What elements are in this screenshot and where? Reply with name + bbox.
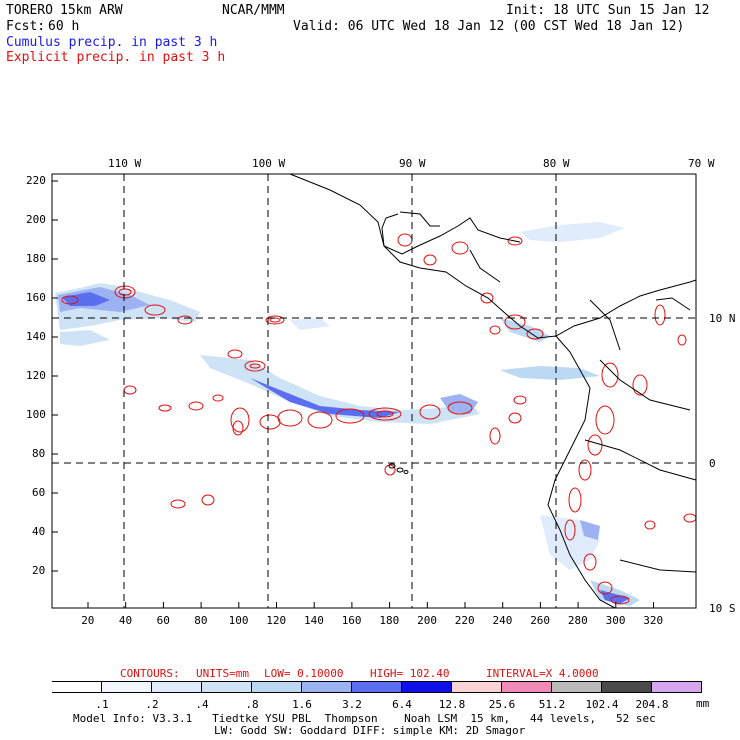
legend-explicit: Explicit precip. in past 3 h (6, 50, 226, 65)
x-tick-label: 80 (194, 614, 208, 627)
organization: NCAR/MMM (222, 3, 285, 18)
colorbar-swatch (252, 682, 302, 692)
model-resolution: 15km ARW (60, 3, 123, 18)
y-tick-label: 120 (26, 369, 46, 382)
colorbar-swatch (602, 682, 652, 692)
lon-label-110w: 110 W (108, 157, 142, 170)
y-tick-label: 140 (26, 330, 46, 343)
colorbar-swatch (302, 682, 352, 692)
lon-label-100w: 100 W (252, 157, 286, 170)
coastlines (289, 173, 697, 609)
lon-label-90w: 90 W (399, 157, 426, 170)
contours-interval: INTERVAL=X 4.0000 (486, 667, 599, 680)
colorbar-swatch (102, 682, 152, 692)
y-tick-label: 80 (32, 447, 46, 460)
y-tick-label: 100 (26, 408, 46, 421)
galapagos-islands (388, 463, 409, 474)
colorbar-unit: mm (696, 697, 710, 710)
forecast-label: Fcst: (6, 19, 46, 34)
x-tick-label: 180 (379, 614, 400, 627)
colorbar-label: 12.8 (438, 698, 466, 711)
colorbar-swatch (552, 682, 602, 692)
y-tick-label: 220 (26, 174, 46, 187)
forecast-hour: 60 h (48, 19, 80, 34)
contours-high: HIGH= 102.40 (370, 667, 450, 680)
x-tick-label: 100 (228, 614, 249, 627)
x-tick-label: 120 (266, 614, 287, 627)
lat-label-0: 0 (709, 457, 716, 470)
lat-label-10n: 10 N (709, 312, 736, 325)
colorbar-label: 204.8 (635, 698, 669, 711)
colorbar-swatch (152, 682, 202, 692)
y-tick-label: 200 (26, 213, 46, 226)
colorbar-label: .2 (145, 698, 159, 711)
colorbar-label: 6.4 (392, 698, 412, 711)
y-tick-label: 160 (26, 291, 46, 304)
y-tick-label: 20 (32, 564, 46, 577)
colorbar-label: 1.6 (292, 698, 312, 711)
colorbar-label: .4 (195, 698, 209, 711)
colorbar-swatch (52, 682, 102, 692)
model-physics: LW: Godd SW: Goddard DIFF: simple KM: 2D… (214, 724, 526, 737)
contours-low: LOW= 0.10000 (264, 667, 344, 680)
x-tick-label: 240 (492, 614, 513, 627)
x-tick-label: 60 (156, 614, 170, 627)
explicit-precip-contours (61, 233, 697, 605)
colorbar-label: 51.2 (538, 698, 566, 711)
axis-ticks (52, 180, 654, 608)
x-tick-label: 300 (605, 614, 626, 627)
colorbar-label: 3.2 (342, 698, 362, 711)
colorbar-label: .8 (245, 698, 259, 711)
x-tick-label: 320 (643, 614, 664, 627)
x-tick-label: 280 (567, 614, 588, 627)
colorbar-swatch (352, 682, 402, 692)
colorbar-swatch (652, 682, 702, 692)
valid-time: Valid: 06 UTC Wed 18 Jan 12 (00 CST Wed … (293, 19, 685, 34)
colorbar-swatch (452, 682, 502, 692)
lon-label-80w: 80 W (543, 157, 570, 170)
x-tick-label: 200 (417, 614, 437, 627)
init-time: Init: 18 UTC Sun 15 Jan 12 (506, 3, 710, 18)
x-tick-label: 20 (81, 614, 95, 627)
model-name: TORERO (6, 3, 53, 18)
colorbar-label: 102.4 (585, 698, 619, 711)
colorbar-swatch (502, 682, 552, 692)
colorbar-label: 25.6 (488, 698, 516, 711)
contours-title: CONTOURS: (120, 667, 180, 680)
legend-cumulus: Cumulus precip. in past 3 h (6, 35, 218, 50)
contours-units: UNITS=mm (196, 667, 249, 680)
colorbar-label: .1 (95, 698, 109, 711)
cumulus-precip-areas (55, 222, 640, 606)
y-tick-label: 60 (32, 486, 46, 499)
x-tick-label: 140 (304, 614, 324, 627)
x-tick-label: 260 (530, 614, 551, 627)
lat-label-10s: 10 S (709, 602, 736, 615)
y-tick-label: 40 (32, 525, 46, 538)
colorbar (52, 681, 702, 693)
y-tick-label: 180 (26, 252, 46, 265)
colorbar-swatch (202, 682, 252, 692)
map-frame (51, 173, 697, 609)
model-info: Model Info: V3.3.1 Tiedtke YSU PBL Thomp… (73, 712, 656, 725)
lat-lon-grid (52, 174, 696, 608)
colorbar-swatch (402, 682, 452, 692)
x-tick-label: 160 (341, 614, 362, 627)
x-tick-label: 40 (118, 614, 133, 627)
x-tick-label: 220 (454, 614, 475, 627)
lon-label-70w: 70 W (688, 157, 715, 170)
